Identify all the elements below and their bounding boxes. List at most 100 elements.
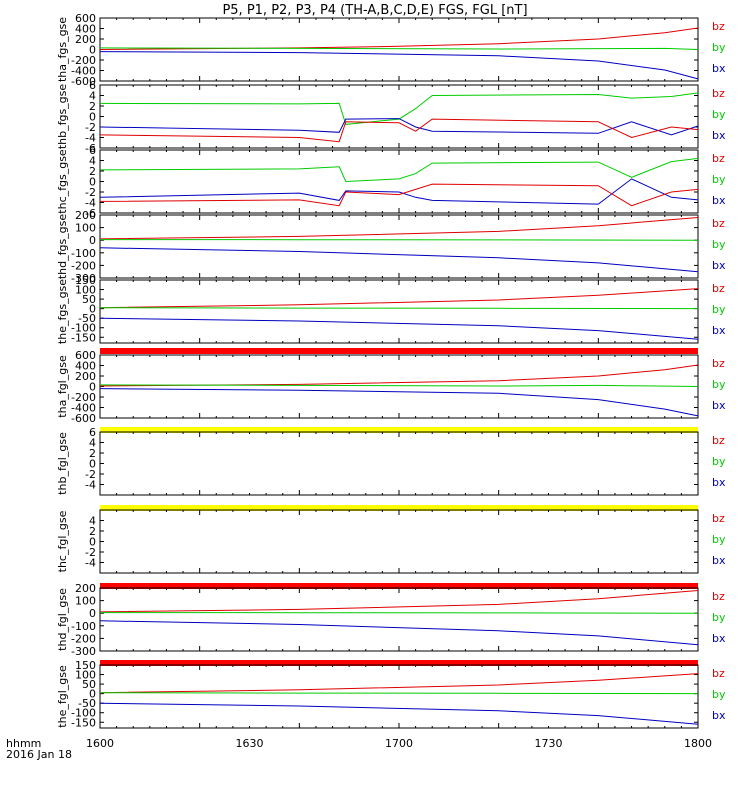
y-axis-label: thb_fgl_gse	[56, 432, 69, 495]
legend-bz: bz	[712, 434, 725, 447]
y-tick-label: -200	[71, 391, 96, 404]
legend-by: by	[712, 173, 726, 186]
y-tick-label: 50	[82, 678, 96, 691]
y-tick-label: -100	[71, 620, 96, 633]
legend-bz: bz	[712, 87, 725, 100]
y-tick-label: 0	[89, 458, 96, 471]
series-line-bz	[99, 673, 699, 694]
series-line-bz	[99, 118, 699, 143]
legend-by: by	[712, 533, 726, 546]
y-tick-label: 6	[89, 426, 96, 439]
y-tick-label: -200	[71, 259, 96, 272]
legend-by: by	[712, 238, 726, 251]
series-line-by	[99, 307, 699, 310]
y-tick-label: -50	[78, 697, 96, 710]
y-tick-label: 2	[89, 525, 96, 538]
y-tick-label: -4	[85, 479, 96, 492]
series-line-bx	[99, 702, 699, 725]
series-line-by	[99, 47, 699, 50]
y-axis-label: the_fgs_gse	[56, 279, 69, 344]
status-bar-yellow	[100, 505, 698, 511]
series-line-bx	[99, 388, 699, 417]
x-tick-label: 1630	[236, 737, 264, 750]
panel-frame	[99, 279, 699, 344]
legend-bz: bz	[712, 20, 725, 33]
y-tick-label: -400	[71, 65, 96, 78]
y-tick-label: -2	[85, 468, 96, 481]
legend-bx: bx	[712, 62, 726, 75]
series-line-by	[99, 612, 699, 614]
x-tick-label: 1800	[684, 737, 712, 750]
series-line-by	[99, 92, 699, 125]
legend-bx: bx	[712, 324, 726, 337]
y-tick-label: -6	[85, 207, 96, 220]
series-line-bx	[99, 247, 699, 273]
y-axis-label: tha_fgs_gse	[56, 17, 69, 82]
y-tick-label: 2	[89, 447, 96, 460]
y-tick-label: 100	[75, 222, 96, 235]
x-tick-label: 1730	[535, 737, 563, 750]
legend-bx: bx	[712, 554, 726, 567]
y-tick-label: -4	[85, 557, 96, 570]
series-line-bz	[99, 27, 699, 50]
y-axis-label: the_fgl_gse	[56, 665, 69, 728]
legend-by: by	[712, 455, 726, 468]
y-tick-label: -4	[85, 197, 96, 210]
legend-bz: bz	[712, 152, 725, 165]
y-axis-label: thc_fgs_gse	[56, 149, 69, 214]
y-tick-label: -600	[71, 75, 96, 88]
y-tick-label: -2	[85, 121, 96, 134]
y-tick-label: 0	[89, 234, 96, 247]
y-tick-label: 100	[75, 284, 96, 297]
y-tick-label: -100	[71, 247, 96, 260]
y-tick-label: 200	[75, 582, 96, 595]
legend-bx: bx	[712, 632, 726, 645]
panel-frame	[99, 431, 699, 496]
legend-bx: bx	[712, 709, 726, 722]
y-tick-label: 0	[89, 381, 96, 394]
panel-frame	[99, 354, 699, 419]
legend-bz: bz	[712, 357, 725, 370]
series-line-bz	[99, 590, 699, 613]
legend-bx: bx	[712, 194, 726, 207]
y-tick-label: -100	[71, 707, 96, 720]
y-tick-label: 4	[89, 515, 96, 528]
series-line-bz	[99, 217, 699, 240]
legend-bx: bx	[712, 476, 726, 489]
panel-frame	[99, 149, 699, 214]
y-tick-label: 150	[75, 274, 96, 287]
date-label: 2016 Jan 18	[6, 748, 72, 761]
y-tick-label: 6	[89, 144, 96, 157]
y-tick-label: 200	[75, 33, 96, 46]
y-tick-label: 4	[89, 437, 96, 450]
status-bar-yellow	[100, 427, 698, 433]
series-line-bx	[99, 620, 699, 646]
x-tick-label: 1700	[385, 737, 413, 750]
legend-bz: bz	[712, 667, 725, 680]
status-bar-red	[100, 348, 698, 354]
legend-bz: bz	[712, 590, 725, 603]
series-line-bz	[99, 288, 699, 309]
y-tick-label: 200	[75, 209, 96, 222]
y-tick-label: -50	[78, 312, 96, 325]
y-tick-label: 0	[89, 44, 96, 57]
y-tick-label: -400	[71, 402, 96, 415]
y-tick-label: 600	[75, 12, 96, 25]
y-tick-label: -600	[71, 412, 96, 425]
y-tick-label: -200	[71, 54, 96, 67]
series-line-by	[99, 239, 699, 241]
legend-bz: bz	[712, 512, 725, 525]
chart-title: P5, P1, P2, P3, P4 (TH-A,B,C,D,E) FGS, F…	[222, 3, 527, 18]
series-line-by	[99, 384, 699, 387]
legend-bx: bx	[712, 129, 726, 142]
y-tick-label: -150	[71, 716, 96, 729]
y-tick-label: 0	[89, 688, 96, 701]
legend-by: by	[712, 688, 726, 701]
legend-bx: bx	[712, 259, 726, 272]
y-tick-label: 50	[82, 293, 96, 306]
